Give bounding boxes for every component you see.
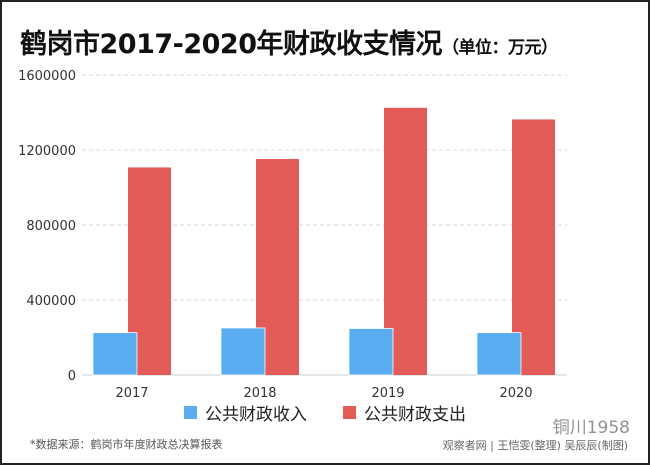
x-tick-label: 2017 xyxy=(115,386,148,401)
bar-income-2018 xyxy=(220,327,266,376)
legend-label-expenditure: 公共财政支出 xyxy=(364,405,466,425)
x-tick-label: 2018 xyxy=(243,386,276,401)
legend: 公共财政收入 公共财政支出 xyxy=(0,400,650,425)
bar-income-2019 xyxy=(348,328,394,376)
legend-label-income: 公共财政收入 xyxy=(205,405,307,425)
chart-title: 鹤岗市2017-2020年财政收支情况（单位：万元） xyxy=(20,22,558,61)
x-tick-label: 2020 xyxy=(499,386,532,401)
x-tick-label: 2019 xyxy=(371,386,404,401)
title-unit: （单位：万元） xyxy=(442,38,558,58)
watermark: 铜川1958 xyxy=(552,418,630,438)
y-tick-label: 400000 xyxy=(26,294,76,309)
y-tick-label: 0 xyxy=(68,369,76,384)
legend-swatch-expenditure xyxy=(343,406,356,419)
title-main: 鹤岗市2017-2020年财政收支情况 xyxy=(20,29,443,60)
legend-item-expenditure: 公共财政支出 xyxy=(343,400,466,425)
y-tick-label: 1600000 xyxy=(18,69,76,84)
bar-income-2020 xyxy=(476,332,522,376)
legend-item-income: 公共财政收入 xyxy=(184,400,307,425)
credit: 观察者网 | 王恺雯(整理) 吴辰辰(制图) xyxy=(442,439,628,452)
y-tick-label: 1200000 xyxy=(18,144,76,159)
bar-income-2017 xyxy=(92,332,138,376)
data-source: *数据来源：鹤岗市年度财政总决算报表 xyxy=(30,438,223,451)
y-tick-label: 800000 xyxy=(26,219,76,234)
legend-swatch-income xyxy=(184,406,197,419)
